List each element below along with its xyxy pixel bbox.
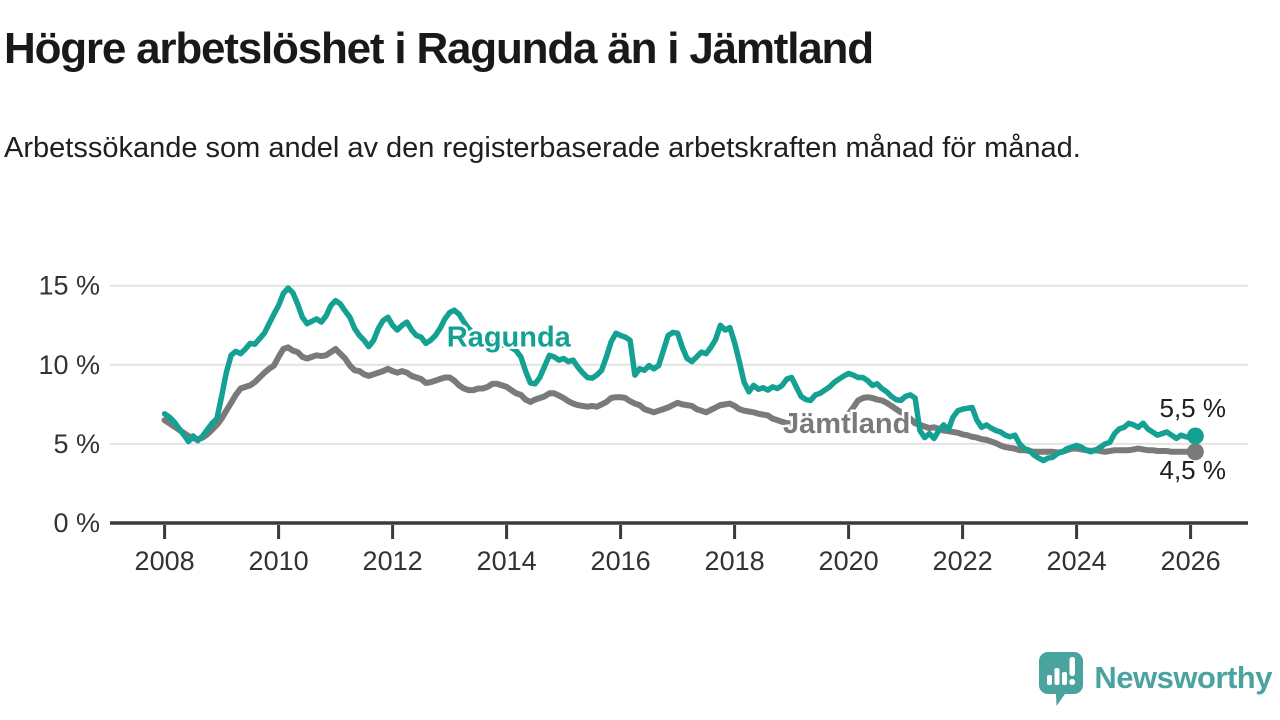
logo-bar-3 bbox=[1062, 672, 1068, 685]
series-line-ragunda bbox=[161, 285, 1199, 464]
speech-bubble-shape bbox=[1039, 652, 1084, 706]
series-label-jämtland: Jämtland bbox=[783, 408, 910, 440]
newsworthy-icon bbox=[1039, 652, 1084, 706]
y-tick-label-10-percent: 10 % bbox=[38, 350, 100, 380]
x-tick-label-2024: 2024 bbox=[1047, 546, 1107, 576]
x-tick-label-2018: 2018 bbox=[705, 546, 765, 576]
x-tick-label-2008: 2008 bbox=[135, 546, 195, 576]
x-tick-label-2026: 2026 bbox=[1161, 546, 1221, 576]
end-dot-jämtland bbox=[1186, 443, 1204, 461]
x-tick-label-2022: 2022 bbox=[933, 546, 993, 576]
x-tick-label-2014: 2014 bbox=[477, 546, 537, 576]
end-value-label-ragunda: 5,5 % bbox=[1160, 393, 1227, 423]
newsworthy-logo[interactable]: Newsworthy bbox=[1038, 648, 1272, 708]
page-title: Högre arbetslöshet i Ragunda än i Jämtla… bbox=[4, 24, 874, 73]
y-tick-label-5-percent: 5 % bbox=[53, 429, 100, 459]
chart-subtitle: Arbetssökande som andel av den registerb… bbox=[4, 132, 1081, 164]
logo-exclamation-dot bbox=[1069, 679, 1076, 685]
logo-bar-2 bbox=[1054, 668, 1060, 685]
brand-name: Newsworthy bbox=[1094, 660, 1272, 695]
x-tick-label-2012: 2012 bbox=[363, 546, 423, 576]
logo-bar-1 bbox=[1047, 675, 1053, 685]
series-line-jämtland bbox=[161, 344, 1199, 456]
end-dot-ragunda bbox=[1186, 427, 1204, 445]
logo-exclamation-bar bbox=[1069, 657, 1076, 676]
y-tick-label-0-percent: 0 % bbox=[53, 508, 100, 538]
end-value-label-jämtland: 4,5 % bbox=[1160, 455, 1227, 485]
y-tick-label-15-percent: 15 % bbox=[38, 271, 100, 301]
series-label-ragunda: Ragunda bbox=[447, 322, 572, 354]
x-tick-label-2020: 2020 bbox=[819, 546, 879, 576]
x-tick-label-2016: 2016 bbox=[591, 546, 651, 576]
x-tick-label-2010: 2010 bbox=[249, 546, 309, 576]
